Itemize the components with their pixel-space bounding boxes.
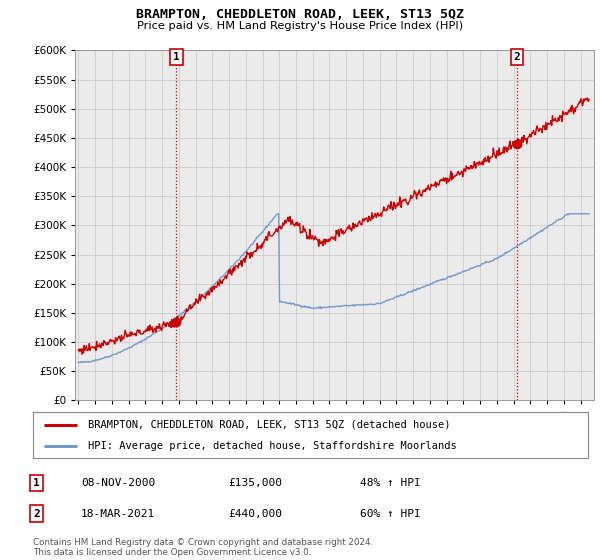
Text: 48% ↑ HPI: 48% ↑ HPI [360, 478, 421, 488]
Text: £440,000: £440,000 [228, 508, 282, 519]
Text: Contains HM Land Registry data © Crown copyright and database right 2024.
This d: Contains HM Land Registry data © Crown c… [33, 538, 373, 557]
Text: 08-NOV-2000: 08-NOV-2000 [81, 478, 155, 488]
Text: 2: 2 [33, 508, 40, 519]
Text: Price paid vs. HM Land Registry's House Price Index (HPI): Price paid vs. HM Land Registry's House … [137, 21, 463, 31]
Text: 18-MAR-2021: 18-MAR-2021 [81, 508, 155, 519]
Text: HPI: Average price, detached house, Staffordshire Moorlands: HPI: Average price, detached house, Staf… [89, 441, 457, 451]
Text: 1: 1 [173, 52, 180, 62]
Text: 1: 1 [33, 478, 40, 488]
Text: 60% ↑ HPI: 60% ↑ HPI [360, 508, 421, 519]
Text: BRAMPTON, CHEDDLETON ROAD, LEEK, ST13 5QZ: BRAMPTON, CHEDDLETON ROAD, LEEK, ST13 5Q… [136, 8, 464, 21]
Text: £135,000: £135,000 [228, 478, 282, 488]
Text: 2: 2 [514, 52, 521, 62]
Text: BRAMPTON, CHEDDLETON ROAD, LEEK, ST13 5QZ (detached house): BRAMPTON, CHEDDLETON ROAD, LEEK, ST13 5Q… [89, 419, 451, 430]
